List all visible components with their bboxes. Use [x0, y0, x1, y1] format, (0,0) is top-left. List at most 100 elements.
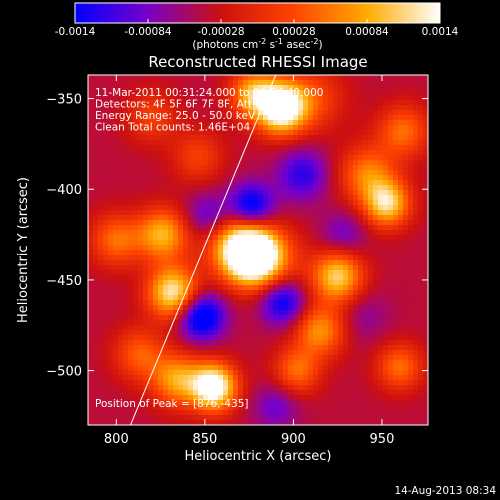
- heatmap-cell: [198, 375, 204, 381]
- heatmap-cell: [278, 90, 284, 96]
- heatmap-cell: [258, 345, 264, 351]
- heatmap-cell: [263, 400, 269, 406]
- heatmap-cell: [358, 305, 364, 311]
- heatmap-cell: [378, 200, 384, 206]
- heatmap-cell: [148, 375, 154, 381]
- heatmap-cell: [358, 420, 364, 425]
- heatmap-cell: [218, 305, 224, 311]
- heatmap-cell: [143, 150, 149, 156]
- heatmap-cell: [278, 105, 284, 111]
- heatmap-cell: [398, 355, 404, 361]
- heatmap-cell: [398, 95, 404, 101]
- heatmap-cell: [158, 125, 164, 131]
- heatmap-cell: [218, 125, 224, 131]
- heatmap-cell: [268, 410, 274, 416]
- heatmap-cell: [378, 135, 384, 141]
- heatmap-cell: [143, 335, 149, 341]
- heatmap-cell: [283, 400, 289, 406]
- heatmap-cell: [368, 380, 374, 386]
- heatmap-cell: [298, 215, 304, 221]
- heatmap-cell: [98, 260, 104, 266]
- heatmap-cell: [268, 415, 274, 421]
- heatmap-cell: [158, 375, 164, 381]
- heatmap-cell: [308, 210, 314, 216]
- heatmap-cell: [298, 340, 304, 346]
- heatmap-cell: [123, 380, 129, 386]
- heatmap-cell: [168, 405, 174, 411]
- heatmap-cell: [103, 270, 109, 276]
- heatmap-cell: [258, 220, 264, 226]
- heatmap-cell: [158, 335, 164, 341]
- heatmap-cell: [388, 420, 394, 425]
- heatmap-cell: [238, 370, 244, 376]
- heatmap-cell: [378, 365, 384, 371]
- heatmap-cell: [258, 420, 264, 425]
- heatmap-cell: [303, 235, 309, 241]
- heatmap-cell: [293, 140, 299, 146]
- heatmap-cell: [253, 245, 259, 251]
- heatmap-cell: [273, 355, 279, 361]
- heatmap-cell: [108, 380, 114, 386]
- heatmap-cell: [298, 115, 304, 121]
- heatmap-cell: [118, 320, 124, 326]
- heatmap-cell: [358, 290, 364, 296]
- heatmap-cell: [268, 90, 274, 96]
- heatmap-cell: [418, 310, 424, 316]
- heatmap-cell: [108, 160, 114, 166]
- heatmap-cell: [148, 350, 154, 356]
- heatmap-cell: [108, 395, 114, 401]
- heatmap-cell: [308, 120, 314, 126]
- heatmap-cell: [248, 170, 254, 176]
- heatmap-cell: [198, 290, 204, 296]
- heatmap-cell: [328, 210, 334, 216]
- heatmap-cell: [293, 290, 299, 296]
- heatmap-cell: [228, 75, 234, 81]
- heatmap-cell: [343, 110, 349, 116]
- heatmap-cell: [128, 390, 134, 396]
- heatmap-cell: [378, 400, 384, 406]
- heatmap-cell: [308, 115, 314, 121]
- heatmap-cell: [273, 310, 279, 316]
- heatmap-cell: [203, 210, 209, 216]
- heatmap-cell: [268, 155, 274, 161]
- heatmap-cell: [388, 320, 394, 326]
- heatmap-cell: [348, 230, 354, 236]
- heatmap-cell: [353, 310, 359, 316]
- heatmap-cell: [223, 405, 229, 411]
- heatmap-cell: [413, 245, 419, 251]
- heatmap-cell: [343, 230, 349, 236]
- heatmap-cell: [158, 135, 164, 141]
- heatmap-cell: [118, 330, 124, 336]
- heatmap-cell: [173, 320, 179, 326]
- heatmap-cell: [303, 210, 309, 216]
- heatmap-cell: [273, 340, 279, 346]
- heatmap-cell: [118, 245, 124, 251]
- heatmap-cell: [253, 340, 259, 346]
- heatmap-cell: [288, 385, 294, 391]
- heatmap-cell: [388, 375, 394, 381]
- heatmap-cell: [293, 240, 299, 246]
- heatmap-cell: [418, 255, 424, 261]
- heatmap-cell: [313, 215, 319, 221]
- heatmap-cell: [218, 285, 224, 291]
- heatmap-cell: [298, 410, 304, 416]
- heatmap-cell: [173, 410, 179, 416]
- heatmap-cell: [218, 310, 224, 316]
- heatmap-cell: [418, 220, 424, 226]
- heatmap-cell: [378, 155, 384, 161]
- heatmap-cell: [338, 125, 344, 131]
- heatmap-cell: [108, 125, 114, 131]
- heatmap-cell: [388, 80, 394, 86]
- heatmap-cell: [128, 335, 134, 341]
- heatmap-cell: [253, 255, 259, 261]
- heatmap-cell: [418, 300, 424, 306]
- heatmap-cell: [308, 135, 314, 141]
- heatmap-cell: [178, 220, 184, 226]
- heatmap-cell: [178, 365, 184, 371]
- heatmap-cell: [303, 225, 309, 231]
- heatmap-cell: [118, 335, 124, 341]
- heatmap-cell: [418, 180, 424, 186]
- heatmap-cell: [323, 240, 329, 246]
- heatmap-cell: [358, 175, 364, 181]
- heatmap-cell: [248, 125, 254, 131]
